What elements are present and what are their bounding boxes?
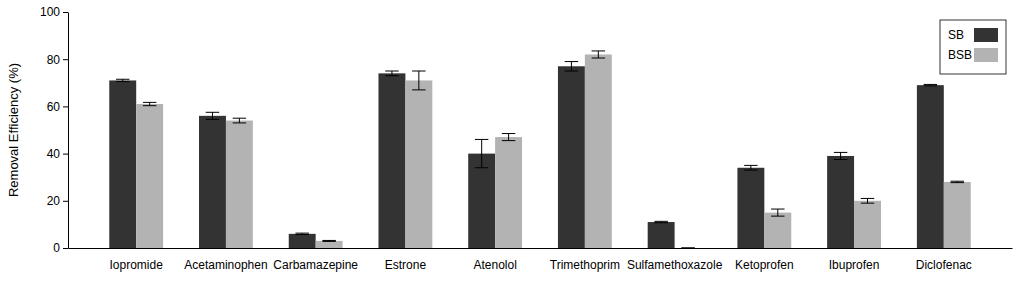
error-bar [681,248,694,249]
error-bar [654,221,667,222]
x-tick: Estrone [385,248,427,272]
bar [199,116,226,248]
error-bar [834,152,847,159]
legend-frame [940,20,1006,74]
bar [827,156,854,248]
x-tick: Atenolol [473,248,516,272]
bars [109,51,970,248]
error-bar [744,165,757,170]
y-tick-mark [63,59,68,60]
y-tick-label: 60 [47,100,61,114]
legend-label: BSB [948,48,972,62]
x-tick-label: Carbamazepine [273,258,358,272]
y-tick-label: 100 [40,5,60,19]
bar [675,248,702,249]
error-bar [565,62,578,71]
x-tick: Iopromide [110,248,164,272]
bar [109,80,136,248]
x-tick: Ibuprofen [829,248,880,272]
bar [495,137,522,248]
bar [316,241,343,248]
x-tick-label: Atenolol [473,258,516,272]
x-tick: Sulfamethoxazole [627,248,723,272]
x-tick-label: Iopromide [110,258,164,272]
y-axis-title: Removal Efficiency (%) [6,63,21,197]
y-tick-label: 0 [53,241,60,255]
y-tick: 0 [53,241,68,255]
error-bar [475,139,488,167]
error-bar [116,79,129,81]
error-bar [412,71,425,90]
bar [226,121,253,248]
y-tick-label: 40 [47,147,61,161]
y-tick-mark [63,12,68,13]
y-tick-mark [63,106,68,107]
x-tick-label: Acetaminophen [184,258,267,272]
error-bar [143,102,156,105]
error-bar [861,198,874,203]
y-tick: 20 [47,194,68,208]
x-tick-label: Estrone [385,258,427,272]
x-tick-label: Sulfamethoxazole [627,258,723,272]
y-tick-mark [63,248,68,249]
bar [764,213,791,248]
error-bar [924,84,937,85]
bar [917,85,944,248]
x-tick: Carbamazepine [273,248,358,272]
y-axis-line [68,13,69,249]
y-axis: 0 20 40 60 80 100 [40,5,69,255]
error-bar [951,181,964,182]
y-tick-mark [63,201,68,202]
error-bar [233,118,246,123]
bar [944,182,971,248]
bar [648,222,675,248]
y-tick-mark [63,154,68,155]
legend: SB BSB [940,20,1006,74]
y-tick-label: 80 [47,53,61,67]
y-tick: 100 [40,5,68,19]
y-tick: 60 [47,100,68,114]
error-bar [322,240,335,242]
bar [585,54,612,248]
chart: 0 20 40 60 80 100 Iopromide Acetaminophen Carbam… [0,0,1024,308]
error-bar [295,233,308,234]
y-tick: 40 [47,147,68,161]
x-tick: Trimethoprim [550,248,620,272]
bar [405,80,432,248]
error-bar [592,51,605,58]
x-axis-line [69,248,1013,249]
bar [558,66,585,248]
bar [378,73,405,248]
x-tick-label: Ibuprofen [829,258,880,272]
x-tick: Diclofenac [916,248,972,272]
legend-swatch [974,48,998,62]
y-tick-label: 20 [47,194,61,208]
y-tick: 80 [47,53,68,67]
bar [136,104,163,248]
legend-swatch [974,28,998,42]
error-bar [771,209,784,216]
x-tick: Ketoprofen [735,248,794,272]
x-tick-label: Ketoprofen [735,258,794,272]
legend-label: SB [948,28,964,42]
x-tick: Acetaminophen [184,248,267,272]
error-bar [502,134,515,141]
error-bar [385,71,398,76]
plot: 0 20 40 60 80 100 Iopromide Acetaminophen Carbam… [40,5,1013,271]
x-tick-label: Diclofenac [916,258,972,272]
error-bar [206,112,219,119]
bar [737,168,764,248]
x-tick-label: Trimethoprim [550,258,620,272]
x-axis: Iopromide Acetaminophen Carbamazepine Estro… [69,248,1013,272]
bar [289,234,316,248]
bar [854,201,881,248]
